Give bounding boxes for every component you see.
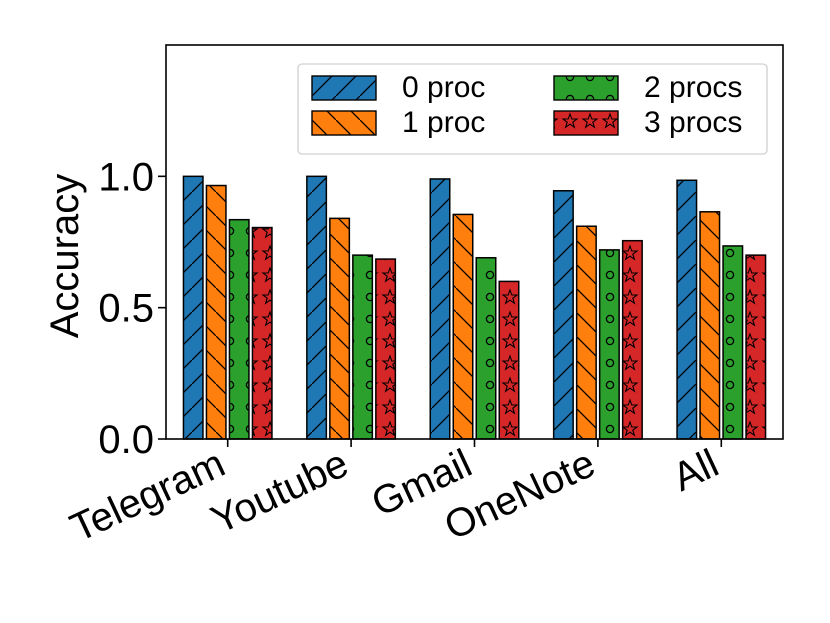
bar-2-procs-all: [722, 245, 744, 440]
legend-item-1-proc: 1 proc: [311, 106, 485, 139]
legend-label: 3 procs: [644, 106, 742, 139]
bars-layer: [182, 175, 767, 440]
bar-3-procs-onenote: [621, 239, 643, 440]
y-tick-label: 0.5: [98, 287, 154, 331]
bar-1-proc-youtube: [329, 217, 351, 440]
bar-1-proc-telegram: [205, 184, 227, 440]
bar-3-procs-gmail: [498, 280, 520, 440]
x-tick-label-youtube: Youtube: [205, 441, 355, 542]
bar-2-procs-gmail: [475, 257, 497, 440]
y-tick-label: 1.0: [98, 155, 154, 199]
bar-1-proc-all: [699, 211, 721, 440]
bar-0-proc-all: [676, 179, 698, 440]
bar-1-proc-onenote: [575, 225, 597, 440]
bar-0-proc-gmail: [429, 178, 451, 440]
bar-3-procs-youtube: [375, 258, 397, 440]
bar-0-proc-onenote: [552, 190, 574, 440]
bar-3-procs-all: [745, 254, 767, 440]
bar-3-procs-telegram: [251, 226, 273, 440]
legend-box: [297, 63, 768, 155]
bar-2-procs-youtube: [352, 254, 374, 440]
legend-label: 0 proc: [402, 71, 485, 104]
legend-label: 2 procs: [644, 71, 742, 104]
bar-1-proc-gmail: [452, 213, 474, 440]
legend-label: 1 proc: [402, 106, 485, 139]
legend-item-3-procs: 3 procs: [553, 106, 742, 139]
bar-2-procs-telegram: [228, 218, 250, 440]
legend-item-2-procs: 2 procs: [553, 71, 742, 104]
y-tick-label: 0.0: [98, 418, 154, 462]
bar-2-procs-onenote: [598, 249, 620, 440]
legend-item-0-proc: 0 proc: [311, 71, 485, 104]
x-tick-label-all: All: [666, 441, 725, 500]
bar-0-proc-youtube: [306, 175, 328, 440]
bar-0-proc-telegram: [182, 175, 204, 440]
y-axis-label: Accuracy: [43, 174, 87, 339]
